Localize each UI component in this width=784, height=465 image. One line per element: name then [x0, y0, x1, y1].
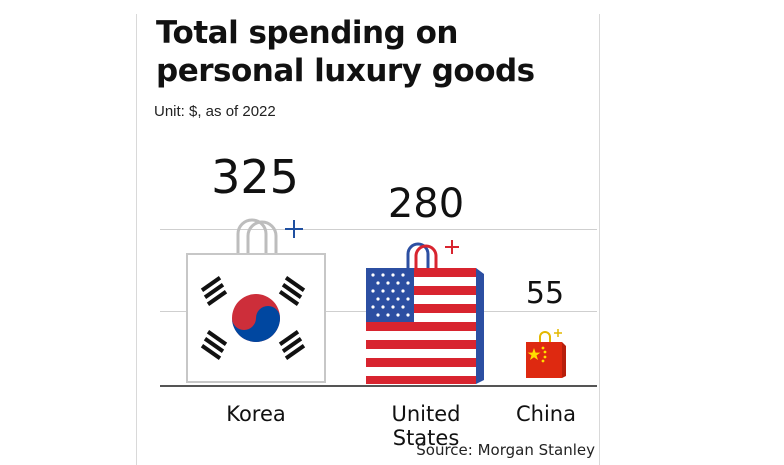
value-label-china: 55: [525, 276, 565, 311]
china-stars: [527, 346, 547, 363]
us-stripes: [366, 268, 476, 384]
value-label-korea: 325: [211, 150, 299, 204]
x-axis-baseline: [160, 385, 597, 387]
chart-panel: [136, 14, 600, 465]
value-label-united-states: 280: [387, 181, 465, 227]
category-label-korea: Korea: [226, 402, 286, 426]
category-label-china: China: [516, 402, 576, 426]
category-label-united-states: United States: [391, 402, 461, 450]
bar-united-states: [366, 240, 484, 384]
source-note: Source: Morgan Stanley: [416, 441, 595, 459]
chart-title: Total spending on personal luxury goods: [156, 15, 535, 89]
bar-korea: [186, 218, 326, 383]
unit-note: Unit: $, as of 2022: [154, 103, 276, 120]
korea-trigrams: [200, 276, 306, 360]
bar-china: [526, 329, 566, 378]
gridline-top: [160, 229, 597, 230]
us-stars: [371, 273, 410, 317]
